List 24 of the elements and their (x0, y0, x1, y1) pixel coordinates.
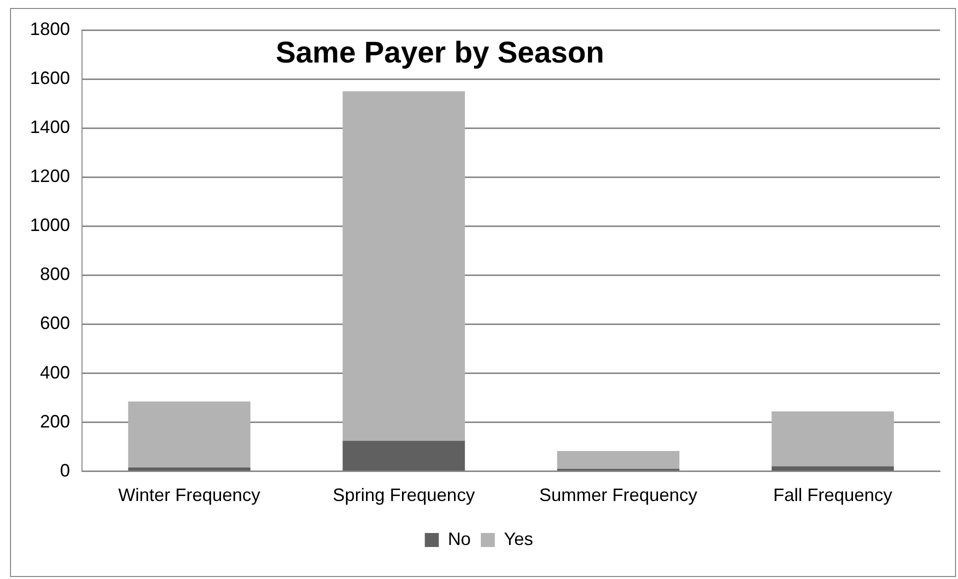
bar (342, 91, 465, 441)
x-tick-label: Summer Frequency (539, 485, 698, 506)
bar (557, 451, 680, 469)
y-tick-label: 1200 (30, 166, 70, 186)
bar (342, 440, 465, 471)
y-tick-label: 400 (40, 362, 70, 382)
y-tick-label: 1800 (30, 18, 70, 39)
y-tick-label: 0 (60, 460, 70, 480)
legend-label: Yes (504, 528, 534, 549)
bar (128, 402, 250, 468)
x-tick-label: Winter Frequency (118, 485, 260, 506)
x-tick-label: Spring Frequency (332, 485, 475, 506)
y-tick-label: 800 (40, 264, 70, 284)
bar (128, 467, 250, 471)
y-tick-label: 200 (40, 411, 70, 432)
bar (772, 466, 894, 471)
bar (772, 411, 894, 466)
y-tick-label: 1400 (30, 117, 70, 138)
y-tick-label: 1600 (30, 68, 70, 88)
x-tick-label: Fall Frequency (773, 485, 892, 506)
chart-title: Same Payer by Season (276, 36, 604, 70)
y-tick-label: 1000 (30, 215, 70, 236)
y-tick-label: 600 (40, 313, 70, 334)
legend-label: No (448, 528, 471, 549)
